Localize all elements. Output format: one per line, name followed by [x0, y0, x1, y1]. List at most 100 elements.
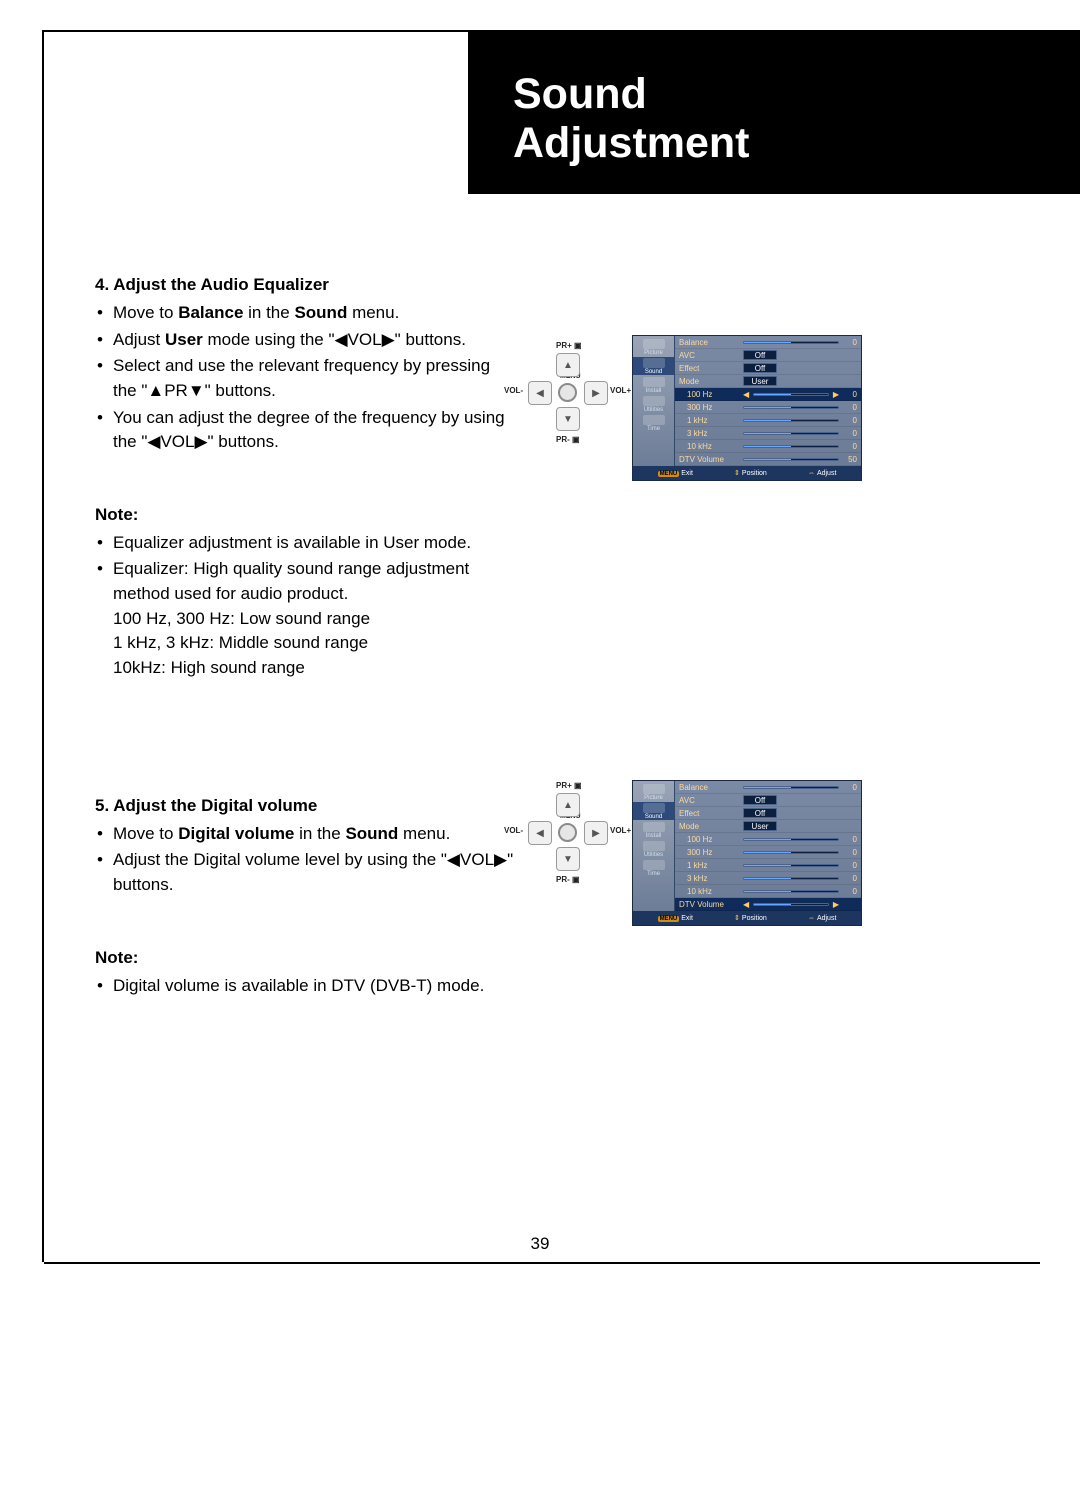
- dpad-left-button: ◀: [528, 821, 552, 845]
- osd-row: AVC Off: [675, 794, 861, 807]
- osd-row-number: 0: [843, 416, 857, 425]
- osd-slider-fill: [754, 904, 791, 905]
- tab-label: Picture: [644, 795, 663, 801]
- bullet-item: Adjust the Digital volume level by using…: [95, 848, 515, 897]
- osd-row: EffectOff: [675, 807, 861, 820]
- dpad-left-button: ◀: [528, 381, 552, 405]
- osd-row: 10 kHz0: [675, 440, 861, 453]
- osd-row-number: 0: [843, 390, 857, 399]
- osd-row-label: 300 Hz: [679, 403, 739, 412]
- tab-label: Install: [646, 833, 662, 839]
- osd-tab-install: Install: [633, 376, 674, 394]
- osd-slider-fill: [744, 852, 791, 853]
- osd-row-label: DTV Volume: [679, 900, 739, 909]
- osd-tab-sound: Sound: [633, 357, 674, 375]
- osd-row: ModeUser: [675, 820, 861, 833]
- dpad-center-button: [558, 823, 577, 842]
- dpad-up-button: ▲: [556, 793, 580, 817]
- osd-row: 300 Hz 0: [675, 846, 861, 859]
- osd-slider-fill: [744, 433, 791, 434]
- tab-label: Time: [647, 871, 660, 877]
- dpad-up-button: ▲: [556, 353, 580, 377]
- note-item: Equalizer: High quality sound range adju…: [95, 557, 515, 680]
- remote-label-pr-minus: PR- ▣: [556, 875, 580, 884]
- osd-footer: MENUExit ⇕Position ⇔Adjust: [633, 466, 861, 480]
- bullet-item: Move to Digital volume in the Sound menu…: [95, 822, 515, 847]
- osd-row-number: 0: [843, 848, 857, 857]
- osd-slider: [743, 851, 839, 854]
- osd-tab-utilities: Utilities: [633, 840, 674, 858]
- osd-row-number: 0: [843, 429, 857, 438]
- osd-slider-fill: [744, 891, 791, 892]
- tab-icon: [643, 396, 665, 406]
- osd-row: DTV Volume50: [675, 453, 861, 466]
- dpad-center-button: [558, 383, 577, 402]
- osd-slider-fill: [744, 878, 791, 879]
- osd-slider: [743, 838, 839, 841]
- tab-icon: [643, 339, 665, 349]
- dpad-right-button: ▶: [584, 821, 608, 845]
- text: Digital volume is available in DTV (DVB-…: [113, 976, 484, 995]
- text: Adjust: [817, 470, 836, 477]
- osd-row: 300 Hz0: [675, 401, 861, 414]
- osd-sound-menu-dtv-volume: Picture Sound InstallUtilities Time Balance…: [632, 780, 862, 926]
- osd-row-value: Off: [743, 363, 777, 373]
- osd-row-label: Balance: [679, 338, 739, 347]
- osd-slider: [743, 877, 839, 880]
- osd-row-label: AVC: [679, 796, 739, 805]
- osd-row-label: 300 Hz: [679, 848, 739, 857]
- osd-row: 3 kHz 0: [675, 427, 861, 440]
- text: mode using the "◀VOL▶" buttons.: [203, 330, 466, 349]
- section-5-notes: Digital volume is available in DTV (DVB-…: [95, 974, 515, 999]
- osd-hint-adjust: ⇔Adjust: [808, 470, 836, 477]
- tab-icon: [643, 822, 665, 832]
- osd-hint-exit: MENUExit: [658, 915, 693, 922]
- osd-row-label: 3 kHz: [679, 429, 739, 438]
- osd-sound-menu-equalizer: PictureSoundInstallUtilitiesTime Balance…: [632, 335, 862, 481]
- osd-row-label: DTV Volume: [679, 455, 739, 464]
- tab-label: Sound: [645, 814, 662, 820]
- osd-row: 3 kHz0: [675, 872, 861, 885]
- updown-icon: ⇕: [734, 915, 740, 922]
- text: Exit: [681, 915, 693, 922]
- osd-row: EffectOff: [675, 362, 861, 375]
- osd-slider-fill: [744, 459, 791, 460]
- text: Move to: [113, 303, 178, 322]
- bullet-item: Adjust User mode using the "◀VOL▶" butto…: [95, 328, 515, 353]
- osd-row-label: Balance: [679, 783, 739, 792]
- osd-slider: [743, 419, 839, 422]
- tab-icon: [643, 415, 665, 425]
- text-bold: Sound: [345, 824, 398, 843]
- text: menu.: [398, 824, 450, 843]
- text-bold: Sound: [294, 303, 347, 322]
- osd-row: DTV Volume◀▶: [675, 898, 861, 911]
- text: in the: [294, 824, 345, 843]
- text: Adjust: [817, 915, 836, 922]
- osd-tab-install: Install: [633, 821, 674, 839]
- dpad-down-button: ▼: [556, 407, 580, 431]
- page-number: 39: [0, 1234, 1080, 1254]
- section-4-notes: Equalizer adjustment is available in Use…: [95, 531, 515, 681]
- osd-row-value: User: [743, 376, 777, 386]
- osd-row-label: 10 kHz: [679, 442, 739, 451]
- remote-label-pr-plus: PR+ ▣: [556, 341, 582, 350]
- text: in the: [243, 303, 294, 322]
- osd-slider: [743, 432, 839, 435]
- osd-slider-fill: [744, 446, 791, 447]
- tab-icon: [643, 803, 665, 813]
- osd-slider: [743, 406, 839, 409]
- osd-row-value: Off: [743, 795, 777, 805]
- title-line-2: Adjustment: [513, 119, 750, 167]
- tab-label: Utilities: [644, 407, 663, 413]
- title-line-1: Sound: [513, 70, 647, 118]
- updown-icon: ⇕: [734, 470, 740, 477]
- osd-row: 100 Hz◀▶0: [675, 388, 861, 401]
- osd-slider-fill: [744, 420, 791, 421]
- osd-slider-fill: [744, 865, 791, 866]
- osd-sidebar: Picture Sound InstallUtilities Time: [633, 781, 675, 911]
- osd-row-value: User: [743, 821, 777, 831]
- osd-row-label: 100 Hz: [679, 835, 739, 844]
- bullet-item: You can adjust the degree of the frequen…: [95, 406, 515, 455]
- osd-footer: MENUExit ⇕Position ⇔Adjust: [633, 911, 861, 925]
- remote-label-pr-plus: PR+ ▣: [556, 781, 582, 790]
